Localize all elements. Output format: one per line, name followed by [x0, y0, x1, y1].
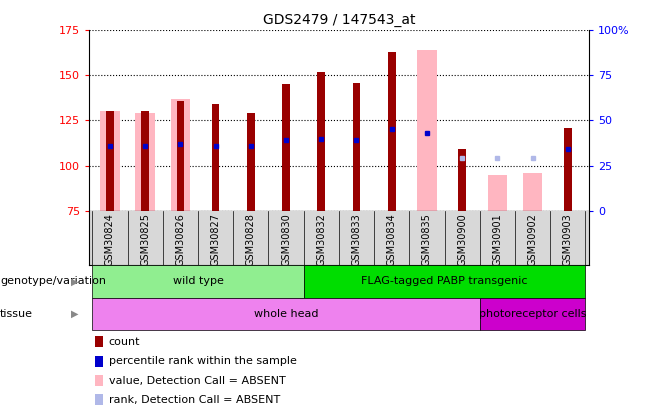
Bar: [247, 113, 255, 211]
Bar: [212, 104, 220, 211]
Bar: [488, 175, 507, 211]
Bar: [523, 173, 542, 211]
Bar: [353, 83, 361, 211]
Bar: [100, 111, 120, 211]
Bar: [92, 298, 480, 330]
Bar: [388, 52, 395, 211]
Text: GSM30828: GSM30828: [246, 213, 256, 266]
Bar: [170, 99, 190, 211]
Text: GSM30903: GSM30903: [563, 213, 572, 266]
Text: tissue: tissue: [0, 309, 33, 319]
Text: wild type: wild type: [172, 277, 224, 286]
Text: GSM30834: GSM30834: [387, 213, 397, 266]
Text: GSM30826: GSM30826: [176, 213, 186, 266]
Bar: [417, 50, 437, 211]
Text: photoreceptor cells: photoreceptor cells: [479, 309, 586, 319]
Text: GSM30902: GSM30902: [528, 213, 538, 266]
Text: GSM30900: GSM30900: [457, 213, 467, 266]
Text: GSM30901: GSM30901: [492, 213, 502, 266]
Text: ▶: ▶: [72, 277, 79, 286]
Text: whole head: whole head: [254, 309, 318, 319]
Bar: [141, 111, 149, 211]
Text: value, Detection Call = ABSENT: value, Detection Call = ABSENT: [109, 376, 286, 386]
Bar: [317, 72, 325, 211]
Text: FLAG-tagged PABP transgenic: FLAG-tagged PABP transgenic: [361, 277, 528, 286]
Text: count: count: [109, 337, 140, 347]
Text: percentile rank within the sample: percentile rank within the sample: [109, 356, 297, 366]
Text: GSM30825: GSM30825: [140, 213, 150, 266]
Bar: [480, 298, 586, 330]
Bar: [92, 265, 303, 298]
Bar: [458, 149, 466, 211]
Text: GSM30824: GSM30824: [105, 213, 115, 266]
Text: GSM30832: GSM30832: [316, 213, 326, 266]
Text: GSM30833: GSM30833: [351, 213, 361, 266]
Bar: [282, 85, 290, 211]
Text: GSM30835: GSM30835: [422, 213, 432, 266]
Text: GSM30827: GSM30827: [211, 213, 220, 266]
Bar: [106, 111, 114, 211]
Bar: [136, 113, 155, 211]
Bar: [564, 128, 572, 211]
Text: rank, Detection Call = ABSENT: rank, Detection Call = ABSENT: [109, 395, 280, 405]
Text: genotype/variation: genotype/variation: [0, 277, 106, 286]
Bar: [176, 101, 184, 211]
Title: GDS2479 / 147543_at: GDS2479 / 147543_at: [263, 13, 415, 27]
Text: GSM30830: GSM30830: [281, 213, 291, 266]
Text: ▶: ▶: [72, 309, 79, 319]
Bar: [303, 265, 586, 298]
